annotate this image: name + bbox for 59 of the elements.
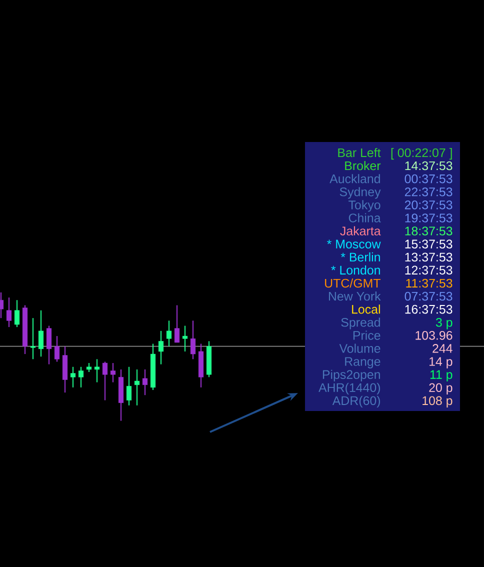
text: 108 p [422, 396, 452, 408]
candlestick [94, 358, 100, 383]
text: 244 [432, 344, 452, 353]
category-label: Sydney [340, 187, 381, 199]
category-label: Jakarta [340, 226, 381, 236]
candlestick [174, 304, 180, 343]
candlestick [142, 368, 148, 396]
candlestick [110, 362, 116, 383]
candlestick [6, 297, 12, 328]
text: 22:37:53 [404, 187, 452, 196]
category-label: * London [331, 265, 380, 275]
category-label: China [348, 213, 381, 222]
category-label: * Berlin [340, 252, 380, 262]
category-label: Spread [341, 318, 380, 330]
candlestick [166, 320, 172, 347]
candlestick [14, 300, 20, 328]
candlestick [134, 368, 140, 406]
category-label: Pips2open [322, 370, 380, 382]
text: 16:37:53 [405, 304, 452, 314]
text: [ 00:22:07 ] [391, 148, 452, 160]
category-label: AHR(1440) [318, 382, 380, 394]
text: 20:37:53 [404, 200, 452, 210]
candlestick [30, 318, 36, 360]
text: 00:37:53 [404, 174, 452, 184]
category-label: Local [352, 304, 380, 314]
text: 18:37:53 [405, 226, 452, 236]
category-label: Bar Left [338, 148, 381, 158]
category-label: New York [328, 292, 381, 301]
text: 13:37:53 [405, 252, 452, 262]
text: 20 p [429, 383, 452, 394]
candlestick [182, 325, 188, 352]
text: 11 p [430, 370, 452, 382]
text: 14:37:53 [405, 161, 452, 170]
category-label: UTC/GMT [325, 278, 381, 288]
candlestick [126, 366, 132, 406]
candlestick [190, 320, 196, 360]
text: 15:37:53 [405, 240, 452, 248]
text: 3 p [436, 318, 452, 330]
category-label: Tokyo [348, 200, 380, 212]
candlestick [78, 366, 84, 388]
text: 07:37:53 [404, 292, 452, 301]
category-label: Range [345, 357, 380, 368]
text: 19:37:53 [405, 214, 452, 222]
candlestick [38, 310, 44, 358]
category-label: ADR(60) [332, 396, 380, 408]
category-label: Auckland [330, 174, 380, 184]
text: 103.96 [416, 331, 452, 340]
candlestick [54, 336, 60, 362]
candlestick [158, 330, 164, 365]
text: 11:37:53 [406, 278, 452, 288]
category-label: * Moscow [327, 240, 381, 248]
category-label: Broker [345, 161, 381, 170]
candlestick [46, 325, 52, 365]
category-label: Volume [339, 344, 380, 353]
category-label: Price [353, 330, 380, 340]
text: 14 p [430, 357, 452, 368]
candlestick [102, 361, 108, 401]
candlestick [70, 366, 76, 388]
text: 12:37:53 [405, 266, 452, 275]
